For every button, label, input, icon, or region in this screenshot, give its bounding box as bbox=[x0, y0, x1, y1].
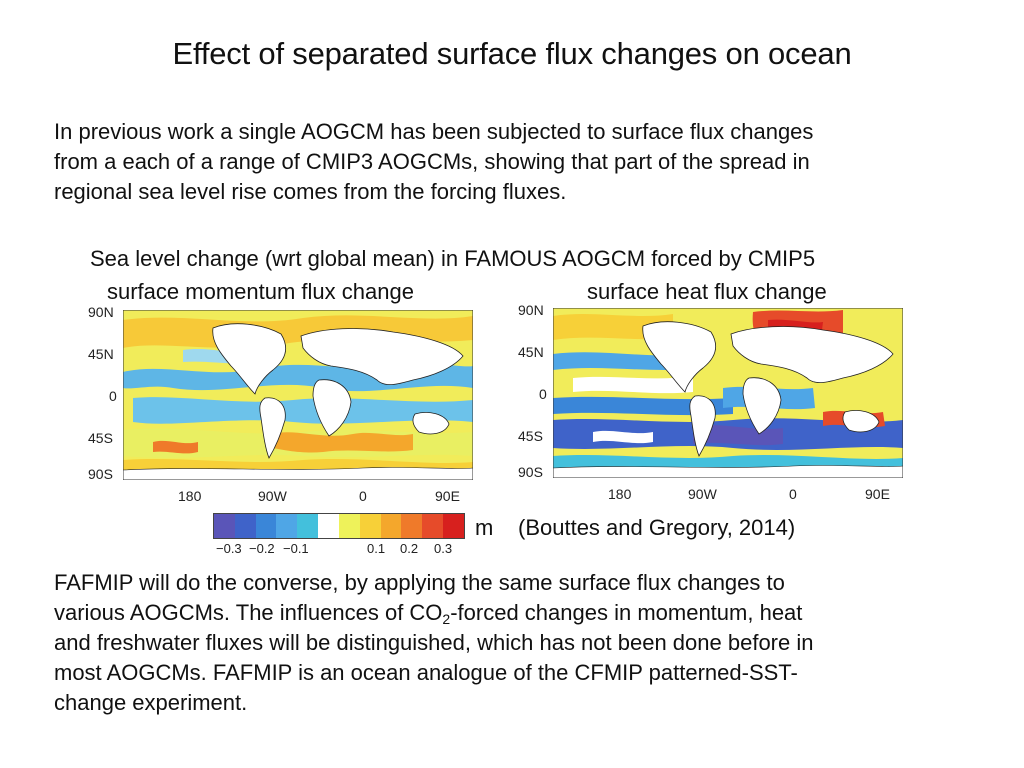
lat-label: 45S bbox=[88, 430, 113, 446]
lon-label: 90W bbox=[258, 488, 287, 504]
left-panel-title: surface momentum flux change bbox=[107, 279, 414, 304]
colorbar-swatch bbox=[234, 514, 256, 538]
lon-label: 90W bbox=[688, 486, 717, 502]
colorbar-swatch bbox=[318, 514, 339, 538]
colorbar-swatch bbox=[276, 514, 298, 538]
colorbar-swatch bbox=[297, 514, 319, 538]
colorbar-tick-label: 0.3 bbox=[434, 541, 453, 556]
colorbar-swatch bbox=[443, 514, 464, 538]
colorbar-swatch bbox=[422, 514, 444, 538]
lon-label: 90E bbox=[435, 488, 460, 504]
slide-title: Effect of separated surface flux changes… bbox=[172, 36, 852, 71]
colorbar-swatch bbox=[380, 514, 402, 538]
co2-subscript: 2 bbox=[442, 611, 451, 627]
colorbar-swatch bbox=[255, 514, 277, 538]
colorbar bbox=[213, 513, 465, 539]
colorbar-tick-label: 0.1 bbox=[367, 541, 386, 556]
right-panel-title: surface heat flux change bbox=[587, 279, 827, 304]
fafmip-line-text: various AOGCMs. The influences of CO bbox=[54, 600, 443, 625]
momentum-flux-map bbox=[123, 310, 473, 480]
colorbar-swatch bbox=[359, 514, 381, 538]
fafmip-line: FAFMIP will do the converse, by applying… bbox=[54, 570, 785, 595]
colorbar-tick-label: 0.2 bbox=[400, 541, 419, 556]
intro-paragraph: In previous work a single AOGCM has been… bbox=[54, 117, 974, 207]
lat-label: 90N bbox=[518, 302, 544, 318]
lat-label: 45N bbox=[518, 344, 544, 360]
fafmip-paragraph: FAFMIP will do the converse, by applying… bbox=[54, 568, 974, 718]
fafmip-line: various AOGCMs. The influences of CO2-fo… bbox=[54, 598, 974, 628]
colorbar-swatch bbox=[401, 514, 423, 538]
figure-caption: Sea level change (wrt global mean) in FA… bbox=[90, 246, 816, 271]
lon-label: 180 bbox=[608, 486, 632, 502]
lat-label: 0 bbox=[109, 388, 117, 404]
lon-label: 180 bbox=[178, 488, 202, 504]
colorbar-swatch bbox=[214, 514, 235, 538]
lat-label: 45S bbox=[518, 428, 543, 444]
lon-label: 0 bbox=[789, 486, 797, 502]
lat-label: 0 bbox=[539, 386, 547, 402]
lon-label: 0 bbox=[359, 488, 367, 504]
intro-line: regional sea level rise comes from the f… bbox=[54, 179, 567, 204]
colorbar-unit: m bbox=[475, 515, 494, 540]
fafmip-line: change experiment. bbox=[54, 690, 248, 715]
lat-label: 90S bbox=[518, 464, 543, 480]
intro-line: from a each of a range of CMIP3 AOGCMs, … bbox=[54, 149, 810, 174]
colorbar-tick-label: −0.1 bbox=[283, 541, 309, 556]
lat-label: 90S bbox=[88, 466, 113, 482]
fafmip-line: most AOGCMs. FAFMIP is an ocean analogue… bbox=[54, 660, 798, 685]
lat-label: 45N bbox=[88, 346, 114, 362]
colorbar-tick-label: −0.2 bbox=[249, 541, 275, 556]
intro-line: In previous work a single AOGCM has been… bbox=[54, 119, 814, 144]
figure-citation: (Bouttes and Gregory, 2014) bbox=[518, 515, 796, 540]
colorbar-tick-label: −0.3 bbox=[216, 541, 242, 556]
lon-label: 90E bbox=[865, 486, 890, 502]
fafmip-line-text: -forced changes in momentum, heat bbox=[450, 600, 803, 625]
fafmip-line: and freshwater fluxes will be distinguis… bbox=[54, 630, 814, 655]
lat-label: 90N bbox=[88, 304, 114, 320]
heat-flux-map bbox=[553, 308, 903, 478]
colorbar-swatch bbox=[338, 514, 360, 538]
